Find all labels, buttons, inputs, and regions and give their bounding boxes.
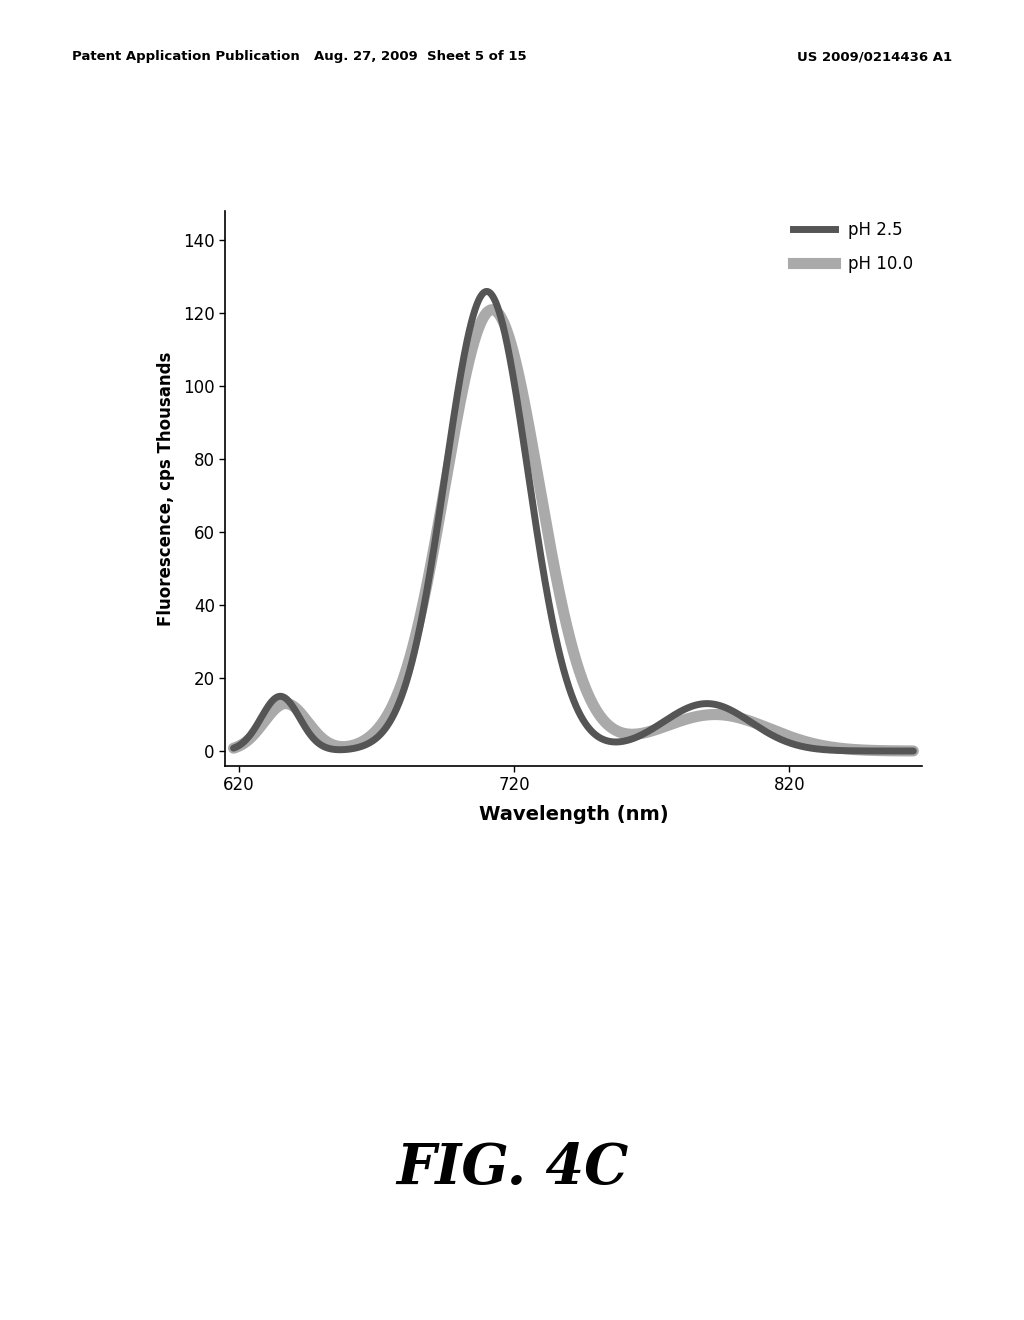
Text: Patent Application Publication: Patent Application Publication — [72, 50, 299, 63]
Y-axis label: Fluorescence, cps Thousands: Fluorescence, cps Thousands — [157, 351, 175, 626]
Text: US 2009/0214436 A1: US 2009/0214436 A1 — [798, 50, 952, 63]
Text: Aug. 27, 2009  Sheet 5 of 15: Aug. 27, 2009 Sheet 5 of 15 — [313, 50, 526, 63]
Legend: pH 2.5, pH 10.0: pH 2.5, pH 10.0 — [786, 214, 921, 280]
Text: FIG. 4C: FIG. 4C — [396, 1140, 628, 1196]
X-axis label: Wavelength (nm): Wavelength (nm) — [478, 805, 669, 824]
